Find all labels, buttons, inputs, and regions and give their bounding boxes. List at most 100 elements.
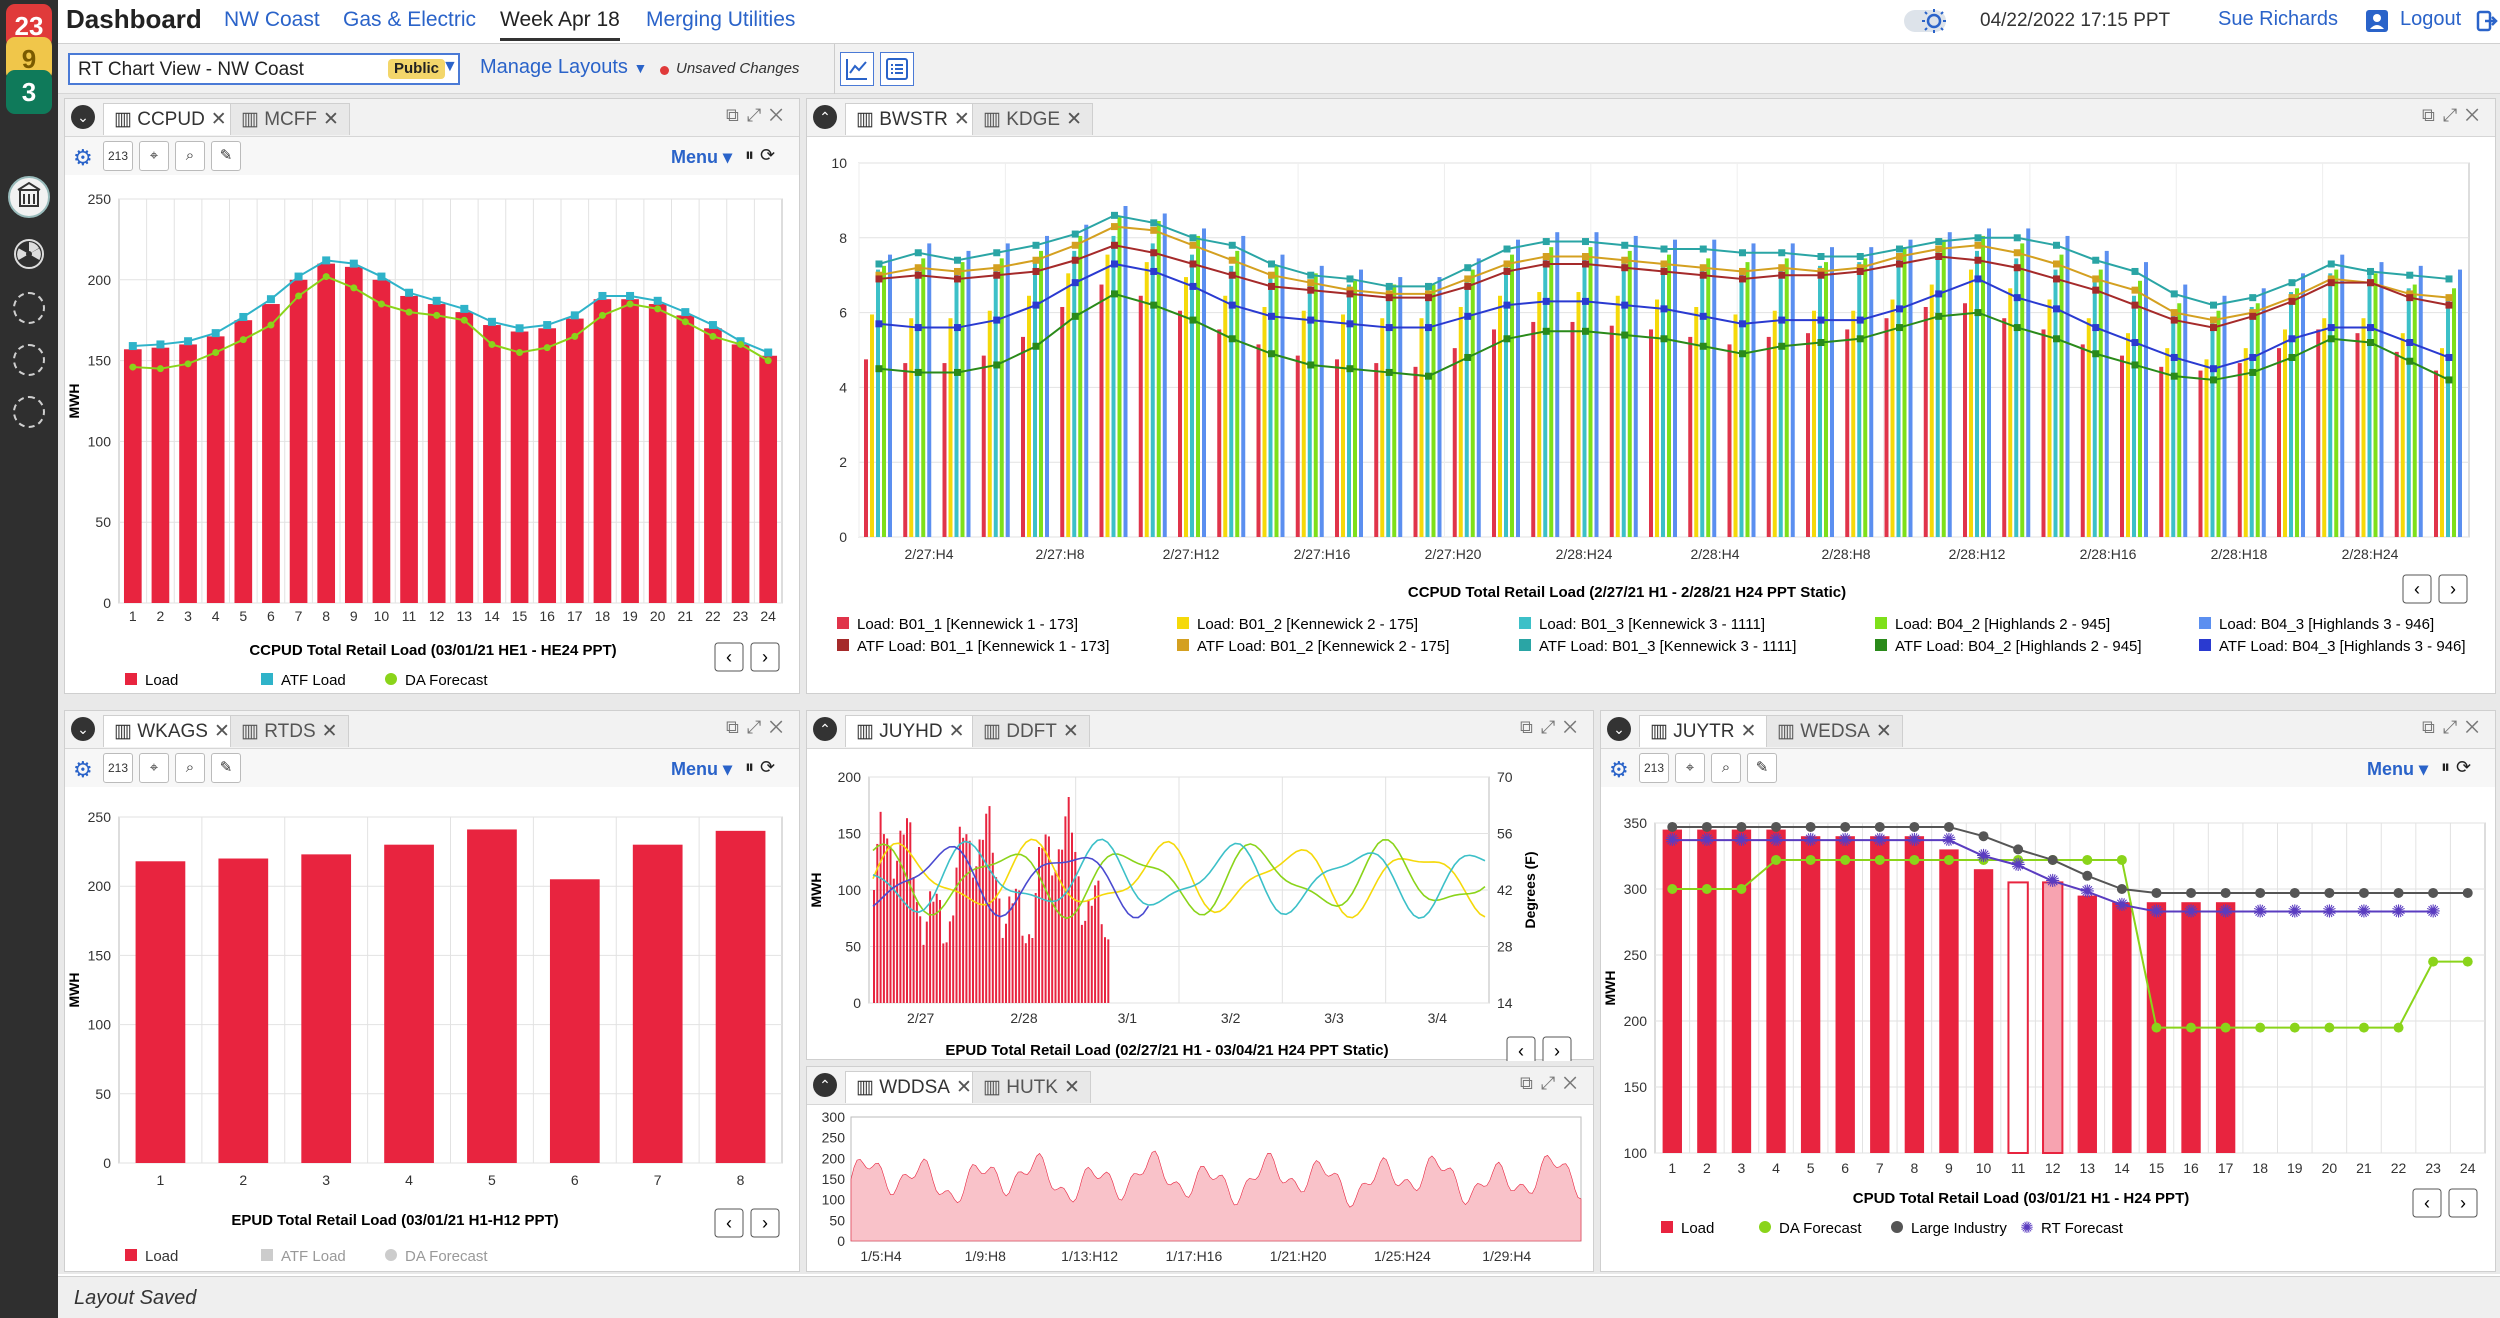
view-toolbar: RT Chart View - NW Coast Public ▼ Manage… (58, 44, 2500, 94)
menu-dropdown[interactable]: Menu ▾ (671, 759, 733, 779)
tab-nw-coast[interactable]: NW Coast (224, 8, 320, 31)
next-button[interactable] (1542, 1036, 1572, 1061)
close-icon[interactable]: ✕ (1062, 721, 1079, 742)
user-name[interactable]: Sue Richards (2218, 8, 2339, 30)
collapse-icon[interactable]: ⌄ (1607, 717, 1631, 741)
pause-refresh-icons[interactable]: ⏸⟳ (2441, 757, 2478, 777)
empty-slot-icon[interactable] (13, 396, 45, 428)
prev-button[interactable] (2402, 574, 2432, 604)
tab-merging-utilities[interactable]: Merging Utilities (646, 8, 796, 31)
close-icon[interactable]: ✕ (1063, 1077, 1080, 1098)
next-button[interactable] (2438, 574, 2468, 604)
data-point (914, 368, 922, 376)
close-icon[interactable]: ✕ (1875, 721, 1892, 742)
tab-mcff[interactable]: ▥ MCFF ✕ (230, 103, 350, 135)
close-icon[interactable]: ✕ (953, 109, 970, 130)
collapse-icon[interactable]: ⌃ (813, 105, 837, 129)
empty-slot-icon[interactable] (13, 292, 45, 324)
window-controls[interactable]: ⧉⤢✕ (1520, 1073, 1585, 1093)
window-controls[interactable]: ⧉⤢✕ (726, 717, 791, 737)
close-icon[interactable]: ✕ (213, 721, 230, 742)
pencil-icon[interactable]: ✎ (211, 141, 241, 171)
counter-button[interactable]: 213 (1639, 753, 1669, 783)
tab-label: RTDS (264, 721, 316, 742)
close-icon[interactable]: ✕ (1740, 721, 1757, 742)
gear-icon[interactable]: ⚙ (1609, 757, 1629, 782)
counter-button[interactable]: 213 (103, 753, 133, 783)
menu-dropdown[interactable]: Menu ▾ (671, 147, 733, 167)
user-icon[interactable] (2366, 10, 2388, 32)
tab-label: JUYHD (879, 721, 943, 742)
tab-hutk[interactable]: ▥ HUTK ✕ (972, 1071, 1091, 1103)
prev-button[interactable] (714, 642, 744, 672)
empty-slot-icon[interactable] (13, 344, 45, 376)
legend-label: Load (1681, 1220, 1714, 1237)
wddsa-chart: 0 50 100 150 200 250 300 1/5:H4 1/9:H8 1/13:H12 1/… (822, 1109, 1582, 1264)
data-point (266, 295, 275, 304)
zoom-icon[interactable]: ⌕ (175, 753, 205, 783)
crosshair-icon[interactable]: ⌖ (1675, 753, 1705, 783)
menu-dropdown[interactable]: Menu ▾ (2367, 759, 2429, 779)
pause-refresh-icons[interactable]: ⏸⟳ (745, 145, 782, 165)
view-select[interactable]: RT Chart View - NW Coast Public ▼ (68, 53, 460, 85)
pencil-icon[interactable]: ✎ (1747, 753, 1777, 783)
tab-ddft[interactable]: ▥ DDFT ✕ (972, 715, 1090, 747)
tab-rtds[interactable]: ▥ RTDS ✕ (230, 715, 349, 747)
pencil-icon[interactable]: ✎ (211, 753, 241, 783)
tab-ccpud[interactable]: ▥ CCPUD ✕ (103, 103, 238, 135)
manage-layouts-button[interactable]: Manage Layouts ▼ (480, 56, 647, 79)
data-point: ✺ (1941, 830, 1956, 850)
collapse-icon[interactable]: ⌄ (71, 717, 95, 741)
next-button[interactable] (2448, 1188, 2478, 1218)
tab-wedsa[interactable]: ▥ WEDSA ✕ (1766, 715, 1903, 747)
list-view-button[interactable] (880, 52, 914, 86)
tab-wddsa[interactable]: ▥ WDDSA ✕ (845, 1071, 983, 1103)
collapse-icon[interactable]: ⌃ (813, 717, 837, 741)
data-point (1739, 267, 1746, 275)
close-icon[interactable]: ✕ (948, 721, 965, 742)
counter-button[interactable]: 213 (103, 141, 133, 171)
crosshair-icon[interactable]: ⌖ (139, 753, 169, 783)
close-icon[interactable]: ✕ (321, 721, 338, 742)
tab-bwstr[interactable]: ▥ BWSTR ✕ (845, 103, 981, 135)
prev-button[interactable] (2412, 1188, 2442, 1218)
close-icon[interactable]: ✕ (1066, 109, 1083, 130)
close-icon[interactable]: ✕ (210, 109, 227, 130)
logout-link[interactable]: Logout (2400, 8, 2462, 30)
logout-icon[interactable] (2476, 10, 2498, 32)
window-controls[interactable]: ⧉⤢✕ (2422, 105, 2487, 125)
data-point (2210, 376, 2217, 384)
zoom-icon[interactable]: ⌕ (175, 141, 205, 171)
prev-button[interactable] (1506, 1036, 1536, 1061)
theme-toggle[interactable] (1904, 9, 1946, 33)
chart-view-button[interactable] (840, 52, 874, 86)
gear-icon[interactable]: ⚙ (73, 757, 93, 782)
next-button[interactable] (750, 1208, 780, 1238)
zoom-icon[interactable]: ⌕ (1711, 753, 1741, 783)
tab-kdge[interactable]: ▥ KDGE ✕ (972, 103, 1094, 135)
radiation-icon[interactable] (13, 238, 45, 270)
building-icon[interactable] (8, 176, 50, 218)
close-icon[interactable]: ✕ (323, 109, 339, 130)
window-controls[interactable]: ⧉⤢✕ (1520, 717, 1585, 737)
x-tick-label: 2/27:H20 (1425, 546, 1482, 562)
tab-week-apr-18[interactable]: Week Apr 18 (500, 8, 620, 41)
collapse-icon[interactable]: ⌃ (813, 1073, 837, 1097)
window-controls[interactable]: ⧉⤢✕ (2422, 717, 2487, 737)
tab-juyhd[interactable]: ▥ JUYHD ✕ (845, 715, 976, 747)
pause-refresh-icons[interactable]: ⏸⟳ (745, 757, 782, 777)
data-point (1935, 245, 1943, 253)
next-button[interactable] (750, 642, 780, 672)
collapse-icon[interactable]: ⌄ (71, 105, 95, 129)
tab-gas-electric[interactable]: Gas & Electric (343, 8, 477, 31)
window-controls[interactable]: ⧉⤢✕ (726, 105, 791, 125)
tab-wkags[interactable]: ▥ WKAGS ✕ (103, 715, 241, 747)
alert-badge-green[interactable]: 3 (6, 70, 52, 114)
data-point (954, 267, 961, 275)
gear-icon[interactable]: ⚙ (73, 145, 93, 170)
prev-button[interactable] (714, 1208, 744, 1238)
close-icon[interactable]: ✕ (955, 1077, 972, 1098)
tab-juytr[interactable]: ▥ JUYTR ✕ (1639, 715, 1768, 747)
crosshair-icon[interactable]: ⌖ (139, 141, 169, 171)
bar (2053, 269, 2058, 537)
